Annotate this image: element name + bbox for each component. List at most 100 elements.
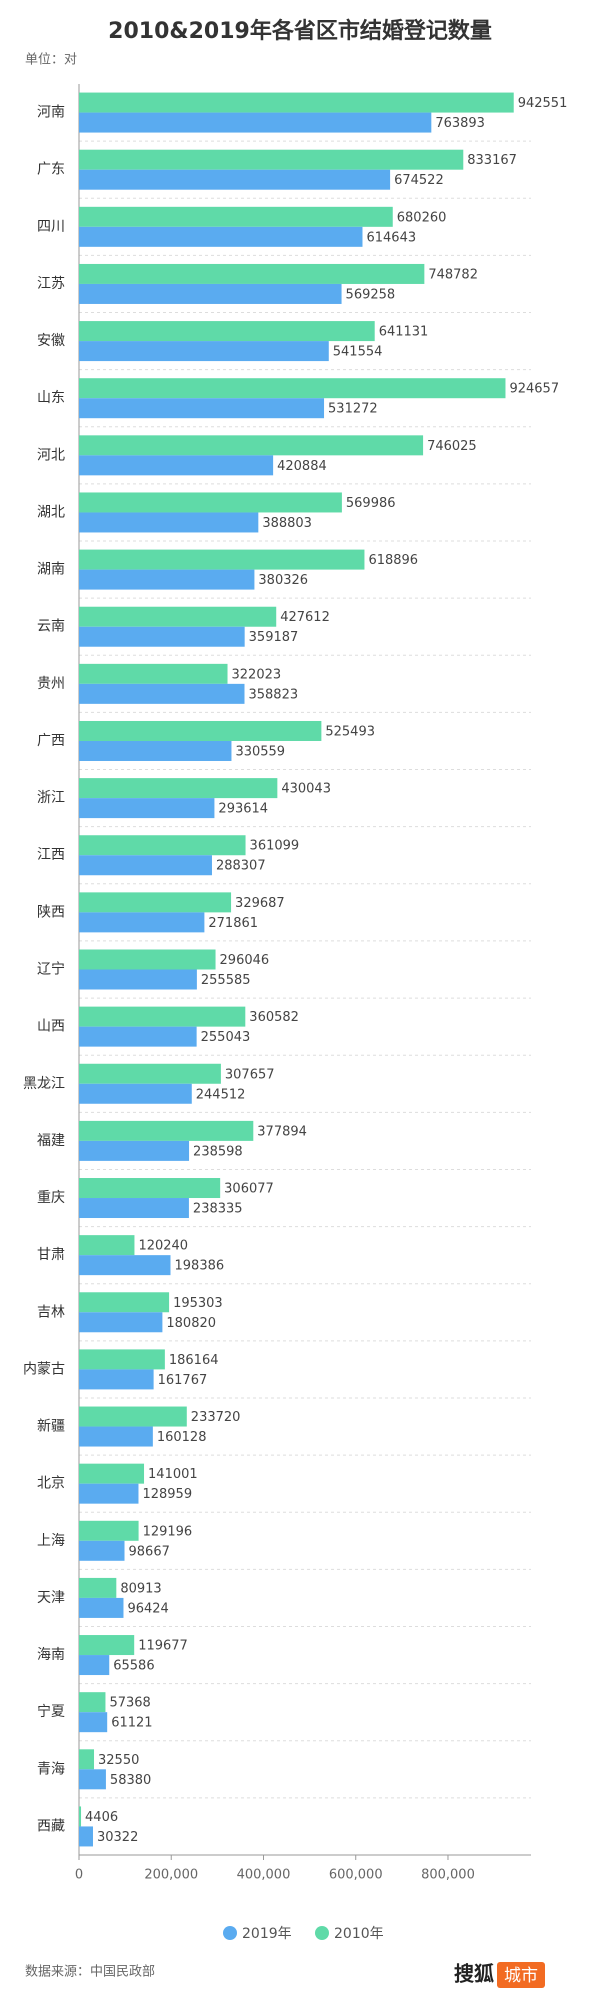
- y-tick-label: 青海: [37, 1761, 65, 1777]
- bar: [79, 435, 424, 456]
- y-tick-label: 北京: [37, 1476, 65, 1492]
- value-label: 57368: [109, 1696, 150, 1711]
- y-tick-label: 湖南: [37, 562, 65, 578]
- brand-badge: [497, 1962, 545, 1988]
- value-label: 120240: [138, 1239, 188, 1254]
- bar: [79, 912, 205, 933]
- legend-swatch: [315, 1926, 329, 1940]
- bar: [79, 149, 464, 170]
- bar: [79, 1806, 82, 1827]
- value-label: 763893: [435, 116, 485, 131]
- value-label: 58380: [110, 1773, 151, 1788]
- value-label: 288307: [216, 859, 266, 874]
- bar: [79, 969, 197, 990]
- value-label: 361099: [250, 839, 300, 854]
- value-label: 244512: [196, 1087, 246, 1102]
- value-label: 569258: [346, 287, 396, 302]
- bar: [79, 378, 506, 399]
- bar: [79, 949, 216, 970]
- x-tick-label: 600,000: [329, 1868, 383, 1883]
- y-tick-label: 上海: [37, 1533, 65, 1549]
- bar: [79, 1520, 139, 1541]
- bar: [79, 1120, 254, 1141]
- y-tick-label: 天津: [37, 1590, 65, 1606]
- value-label: 618896: [368, 553, 418, 568]
- bar: [79, 1140, 190, 1161]
- y-tick-label: 云南: [37, 619, 65, 635]
- y-tick-label: 西藏: [37, 1818, 65, 1834]
- legend-label: 2010年: [334, 1926, 384, 1942]
- value-label: 255043: [201, 1030, 251, 1045]
- bar: [79, 1826, 93, 1847]
- value-label: 525493: [325, 724, 375, 739]
- bar: [79, 263, 425, 284]
- bar: [79, 1312, 163, 1333]
- bar: [79, 206, 393, 227]
- chart-subtitle: 单位：对: [25, 53, 77, 68]
- value-label: 924657: [509, 382, 559, 397]
- y-tick-label: 新疆: [37, 1419, 65, 1435]
- value-label: 233720: [191, 1410, 241, 1425]
- value-label: 388803: [262, 516, 312, 531]
- value-label: 942551: [518, 96, 568, 111]
- bar: [79, 1577, 117, 1598]
- bar: [79, 492, 342, 513]
- value-label: 680260: [397, 210, 447, 225]
- value-label: 614643: [366, 230, 416, 245]
- value-label: 330559: [235, 744, 285, 759]
- y-tick-label: 广西: [37, 733, 65, 749]
- y-tick-label: 福建: [37, 1133, 65, 1149]
- value-label: 161767: [158, 1373, 208, 1388]
- value-label: 746025: [427, 439, 477, 454]
- value-label: 80913: [120, 1581, 161, 1596]
- y-tick-label: 河北: [37, 447, 65, 463]
- bar: [79, 835, 246, 856]
- value-label: 569986: [346, 496, 396, 511]
- y-tick-label: 四川: [37, 219, 65, 235]
- value-label: 65586: [113, 1659, 154, 1674]
- value-label: 141001: [148, 1467, 198, 1482]
- value-label: 195303: [173, 1296, 223, 1311]
- bar: [79, 1463, 145, 1484]
- y-tick-label: 广东: [37, 162, 65, 178]
- y-tick-label: 安徽: [37, 333, 65, 349]
- value-label: 427612: [280, 610, 330, 625]
- value-label: 329687: [235, 896, 285, 911]
- value-label: 180820: [166, 1316, 216, 1331]
- value-label: 674522: [394, 173, 444, 188]
- value-label: 30322: [97, 1830, 138, 1845]
- value-label: 358823: [248, 687, 298, 702]
- value-label: 377894: [257, 1124, 307, 1139]
- value-label: 322023: [232, 667, 282, 682]
- value-label: 296046: [220, 953, 270, 968]
- value-label: 198386: [175, 1259, 225, 1274]
- x-tick-label: 400,000: [237, 1868, 291, 1883]
- y-tick-label: 山西: [37, 1019, 65, 1035]
- bar: [79, 720, 322, 741]
- value-label: 160128: [157, 1430, 207, 1445]
- y-tick-label: 辽宁: [37, 961, 65, 978]
- value-label: 32550: [98, 1753, 139, 1768]
- bar: [79, 1026, 197, 1047]
- value-label: 293614: [218, 802, 268, 817]
- bar: [79, 1597, 124, 1618]
- value-label: 531272: [328, 402, 378, 417]
- bar: [79, 1749, 95, 1770]
- bar: [79, 1635, 135, 1656]
- value-label: 641131: [379, 325, 429, 340]
- bar: [79, 1406, 187, 1427]
- y-tick-label: 内蒙古: [23, 1361, 65, 1377]
- value-label: 541554: [333, 345, 383, 360]
- chart-title: 2010&2019年各省区市结婚登记数量: [108, 18, 492, 44]
- value-label: 380326: [258, 573, 308, 588]
- value-label: 359187: [249, 630, 299, 645]
- value-label: 748782: [428, 267, 478, 282]
- bar: [79, 1655, 110, 1676]
- value-label: 129196: [143, 1524, 193, 1539]
- bar: [79, 1006, 246, 1027]
- y-tick-label: 河南: [37, 105, 65, 121]
- bar: [79, 226, 363, 247]
- value-label: 306077: [224, 1182, 274, 1197]
- brand-name: 搜狐: [454, 1962, 494, 1986]
- value-label: 61121: [111, 1716, 152, 1731]
